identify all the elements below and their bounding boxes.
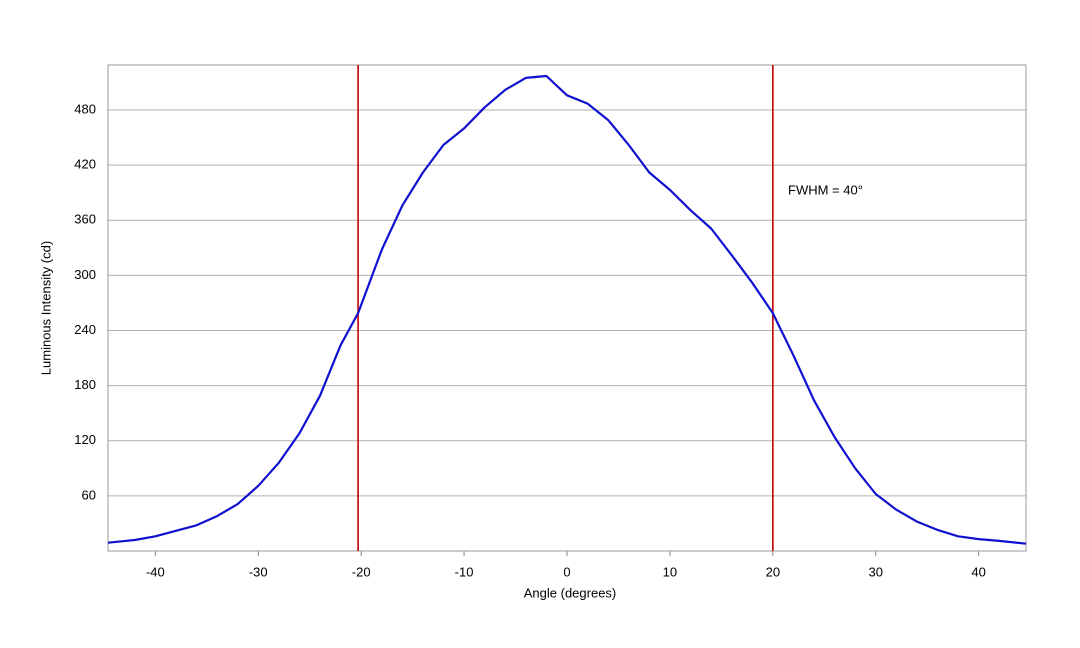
x-tick-label: 30 [869, 564, 883, 579]
x-tick-label: -10 [455, 564, 474, 579]
plot-border [107, 64, 1027, 552]
y-tick-label: 180 [74, 377, 96, 392]
y-tick-label: 420 [74, 157, 96, 172]
y-tick-label: 240 [74, 322, 96, 337]
y-tick-label: 300 [74, 267, 96, 282]
y-tick-label: 480 [74, 101, 96, 116]
y-tick-label: 360 [74, 212, 96, 227]
y-tick-label: 120 [74, 432, 96, 447]
x-tick-label: -40 [146, 564, 165, 579]
y-axis-label: Luminous Intensity (cd) [38, 241, 53, 375]
annotation: FWHM = 40° [788, 182, 863, 197]
x-tick-label: 10 [663, 564, 677, 579]
y-tick-label: 60 [82, 487, 96, 502]
x-axis-label: Angle (degrees) [524, 585, 617, 600]
x-tick-label: 20 [766, 564, 780, 579]
x-tick-label: -20 [352, 564, 371, 579]
x-tick-label: 0 [563, 564, 570, 579]
x-tick-label: 40 [971, 564, 985, 579]
data-line [107, 74, 1027, 545]
x-tick-label: -30 [249, 564, 268, 579]
